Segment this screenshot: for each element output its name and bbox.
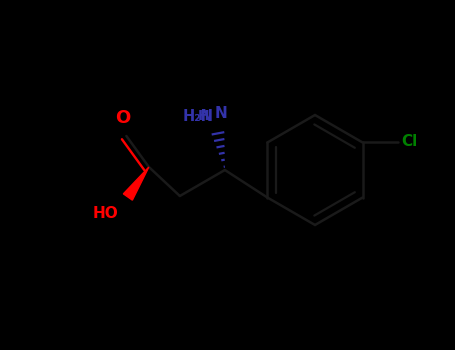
Text: O: O xyxy=(115,109,130,127)
Text: Cl: Cl xyxy=(401,134,417,149)
Text: H₂N: H₂N xyxy=(182,109,213,124)
Text: HO: HO xyxy=(93,206,119,221)
Polygon shape xyxy=(123,167,149,200)
Text: N: N xyxy=(215,106,228,121)
Text: H: H xyxy=(197,108,209,122)
